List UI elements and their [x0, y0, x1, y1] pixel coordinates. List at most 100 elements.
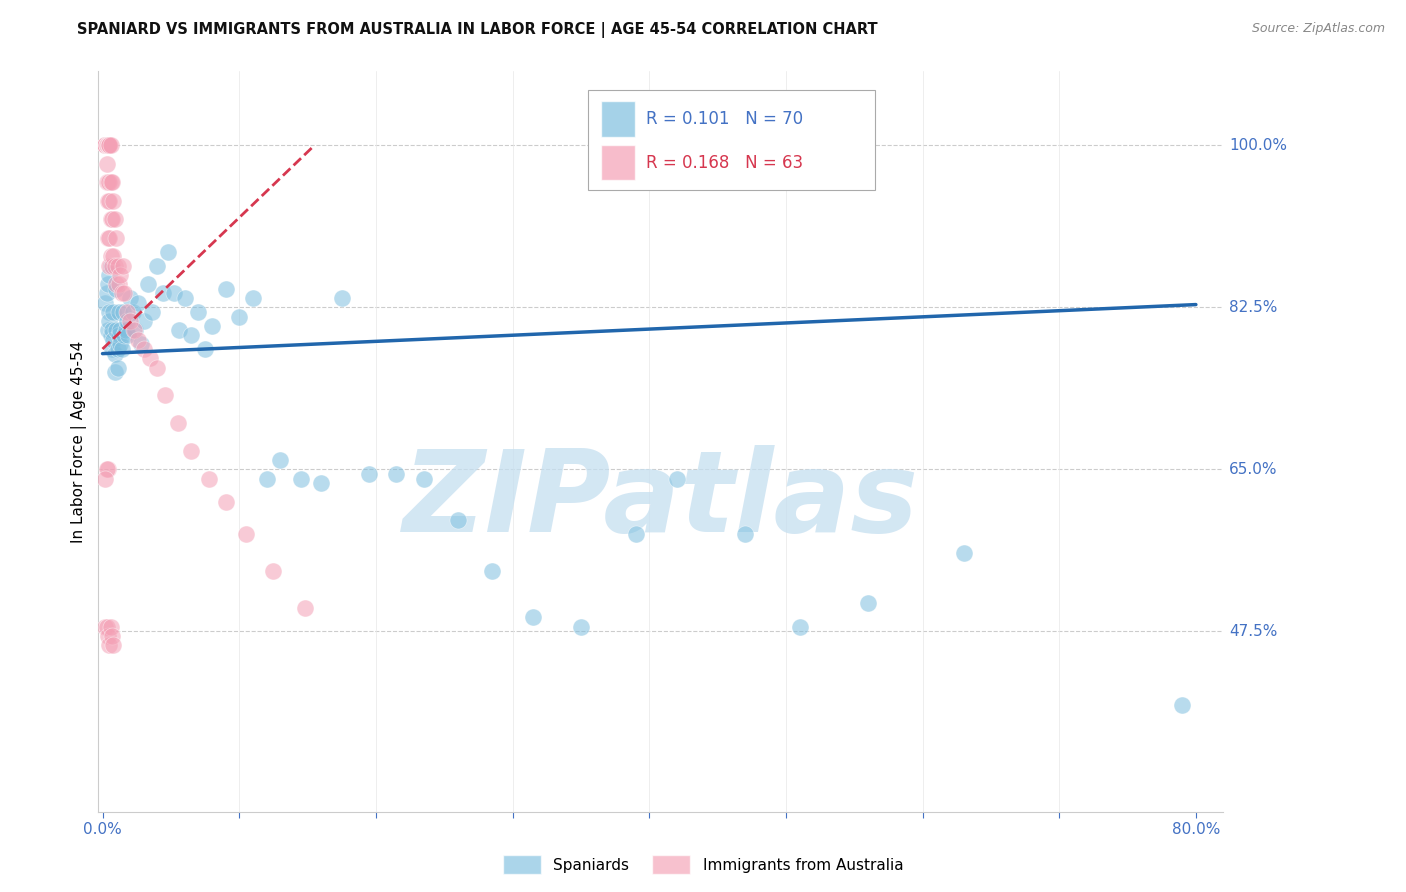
- Point: [665, 472, 688, 486]
- Point: [105, 282, 128, 296]
- Point: [111, 286, 134, 301]
- Point: [201, 318, 224, 333]
- Point: [235, 527, 257, 541]
- Point: [330, 291, 353, 305]
- Point: [952, 545, 974, 560]
- Point: [111, 305, 134, 319]
- Point: [100, 175, 122, 190]
- Text: SPANIARD VS IMMIGRANTS FROM AUSTRALIA IN LABOR FORCE | AGE 45-54 CORRELATION CHA: SPANIARD VS IMMIGRANTS FROM AUSTRALIA IN…: [77, 22, 877, 38]
- Point: [103, 333, 125, 347]
- Bar: [588, 90, 875, 190]
- Point: [162, 286, 184, 301]
- Point: [115, 314, 138, 328]
- Point: [256, 472, 278, 486]
- Point: [97, 175, 120, 190]
- Point: [98, 231, 121, 245]
- Point: [180, 443, 202, 458]
- Point: [97, 138, 120, 153]
- Text: 65.0%: 65.0%: [1229, 462, 1277, 477]
- Point: [157, 244, 180, 259]
- Point: [104, 212, 127, 227]
- Point: [103, 194, 125, 208]
- Point: [412, 472, 434, 486]
- Point: [101, 212, 124, 227]
- Point: [101, 323, 124, 337]
- Text: 100.0%: 100.0%: [1229, 138, 1286, 153]
- Point: [98, 194, 121, 208]
- Point: [789, 620, 811, 634]
- Point: [214, 282, 236, 296]
- Point: [290, 472, 312, 486]
- Point: [103, 305, 125, 319]
- Point: [108, 277, 131, 292]
- Point: [107, 360, 129, 375]
- Point: [228, 310, 250, 324]
- Point: [97, 277, 120, 292]
- Point: [97, 194, 120, 208]
- Point: [309, 476, 332, 491]
- Point: [104, 259, 127, 273]
- Point: [152, 286, 174, 301]
- Point: [146, 360, 169, 375]
- Point: [98, 175, 121, 190]
- Point: [166, 416, 188, 430]
- Point: [269, 453, 291, 467]
- Point: [118, 291, 141, 305]
- Point: [111, 342, 134, 356]
- Bar: [602, 101, 636, 136]
- Point: [110, 337, 132, 351]
- Point: [105, 277, 128, 292]
- Point: [105, 323, 128, 337]
- Point: [96, 462, 118, 476]
- Point: [94, 138, 117, 153]
- Point: [108, 305, 131, 319]
- Point: [100, 212, 122, 227]
- Point: [110, 268, 132, 282]
- Text: 82.5%: 82.5%: [1229, 300, 1277, 315]
- Point: [198, 472, 221, 486]
- Point: [98, 138, 121, 153]
- Point: [101, 342, 124, 356]
- Point: [96, 620, 118, 634]
- Point: [115, 305, 138, 319]
- Point: [108, 328, 131, 343]
- Point: [101, 175, 124, 190]
- Point: [447, 513, 470, 527]
- Text: R = 0.168   N = 63: R = 0.168 N = 63: [647, 154, 803, 172]
- Point: [97, 323, 120, 337]
- Point: [94, 472, 117, 486]
- Point: [1171, 698, 1194, 713]
- Point: [94, 295, 117, 310]
- Point: [103, 250, 125, 264]
- Point: [136, 277, 159, 292]
- Point: [122, 323, 145, 337]
- Point: [167, 323, 190, 337]
- Point: [107, 342, 129, 356]
- Point: [139, 351, 162, 366]
- Point: [96, 175, 118, 190]
- Point: [118, 314, 141, 328]
- Point: [110, 323, 132, 337]
- Legend: Spaniards, Immigrants from Australia: Spaniards, Immigrants from Australia: [496, 849, 910, 880]
- Point: [357, 467, 380, 481]
- Point: [146, 259, 169, 273]
- Point: [481, 564, 503, 578]
- Point: [112, 328, 135, 343]
- Point: [100, 138, 122, 153]
- Point: [569, 620, 592, 634]
- Point: [104, 346, 127, 360]
- Point: [98, 138, 121, 153]
- Point: [107, 259, 129, 273]
- Point: [522, 610, 544, 624]
- Point: [103, 638, 125, 652]
- Point: [127, 333, 149, 347]
- Point: [97, 629, 120, 643]
- Point: [98, 305, 121, 319]
- Point: [262, 564, 284, 578]
- Point: [104, 365, 127, 379]
- Text: 47.5%: 47.5%: [1229, 624, 1277, 639]
- Text: R = 0.101   N = 70: R = 0.101 N = 70: [647, 111, 803, 128]
- Point: [624, 527, 647, 541]
- Point: [101, 629, 124, 643]
- Point: [132, 314, 155, 328]
